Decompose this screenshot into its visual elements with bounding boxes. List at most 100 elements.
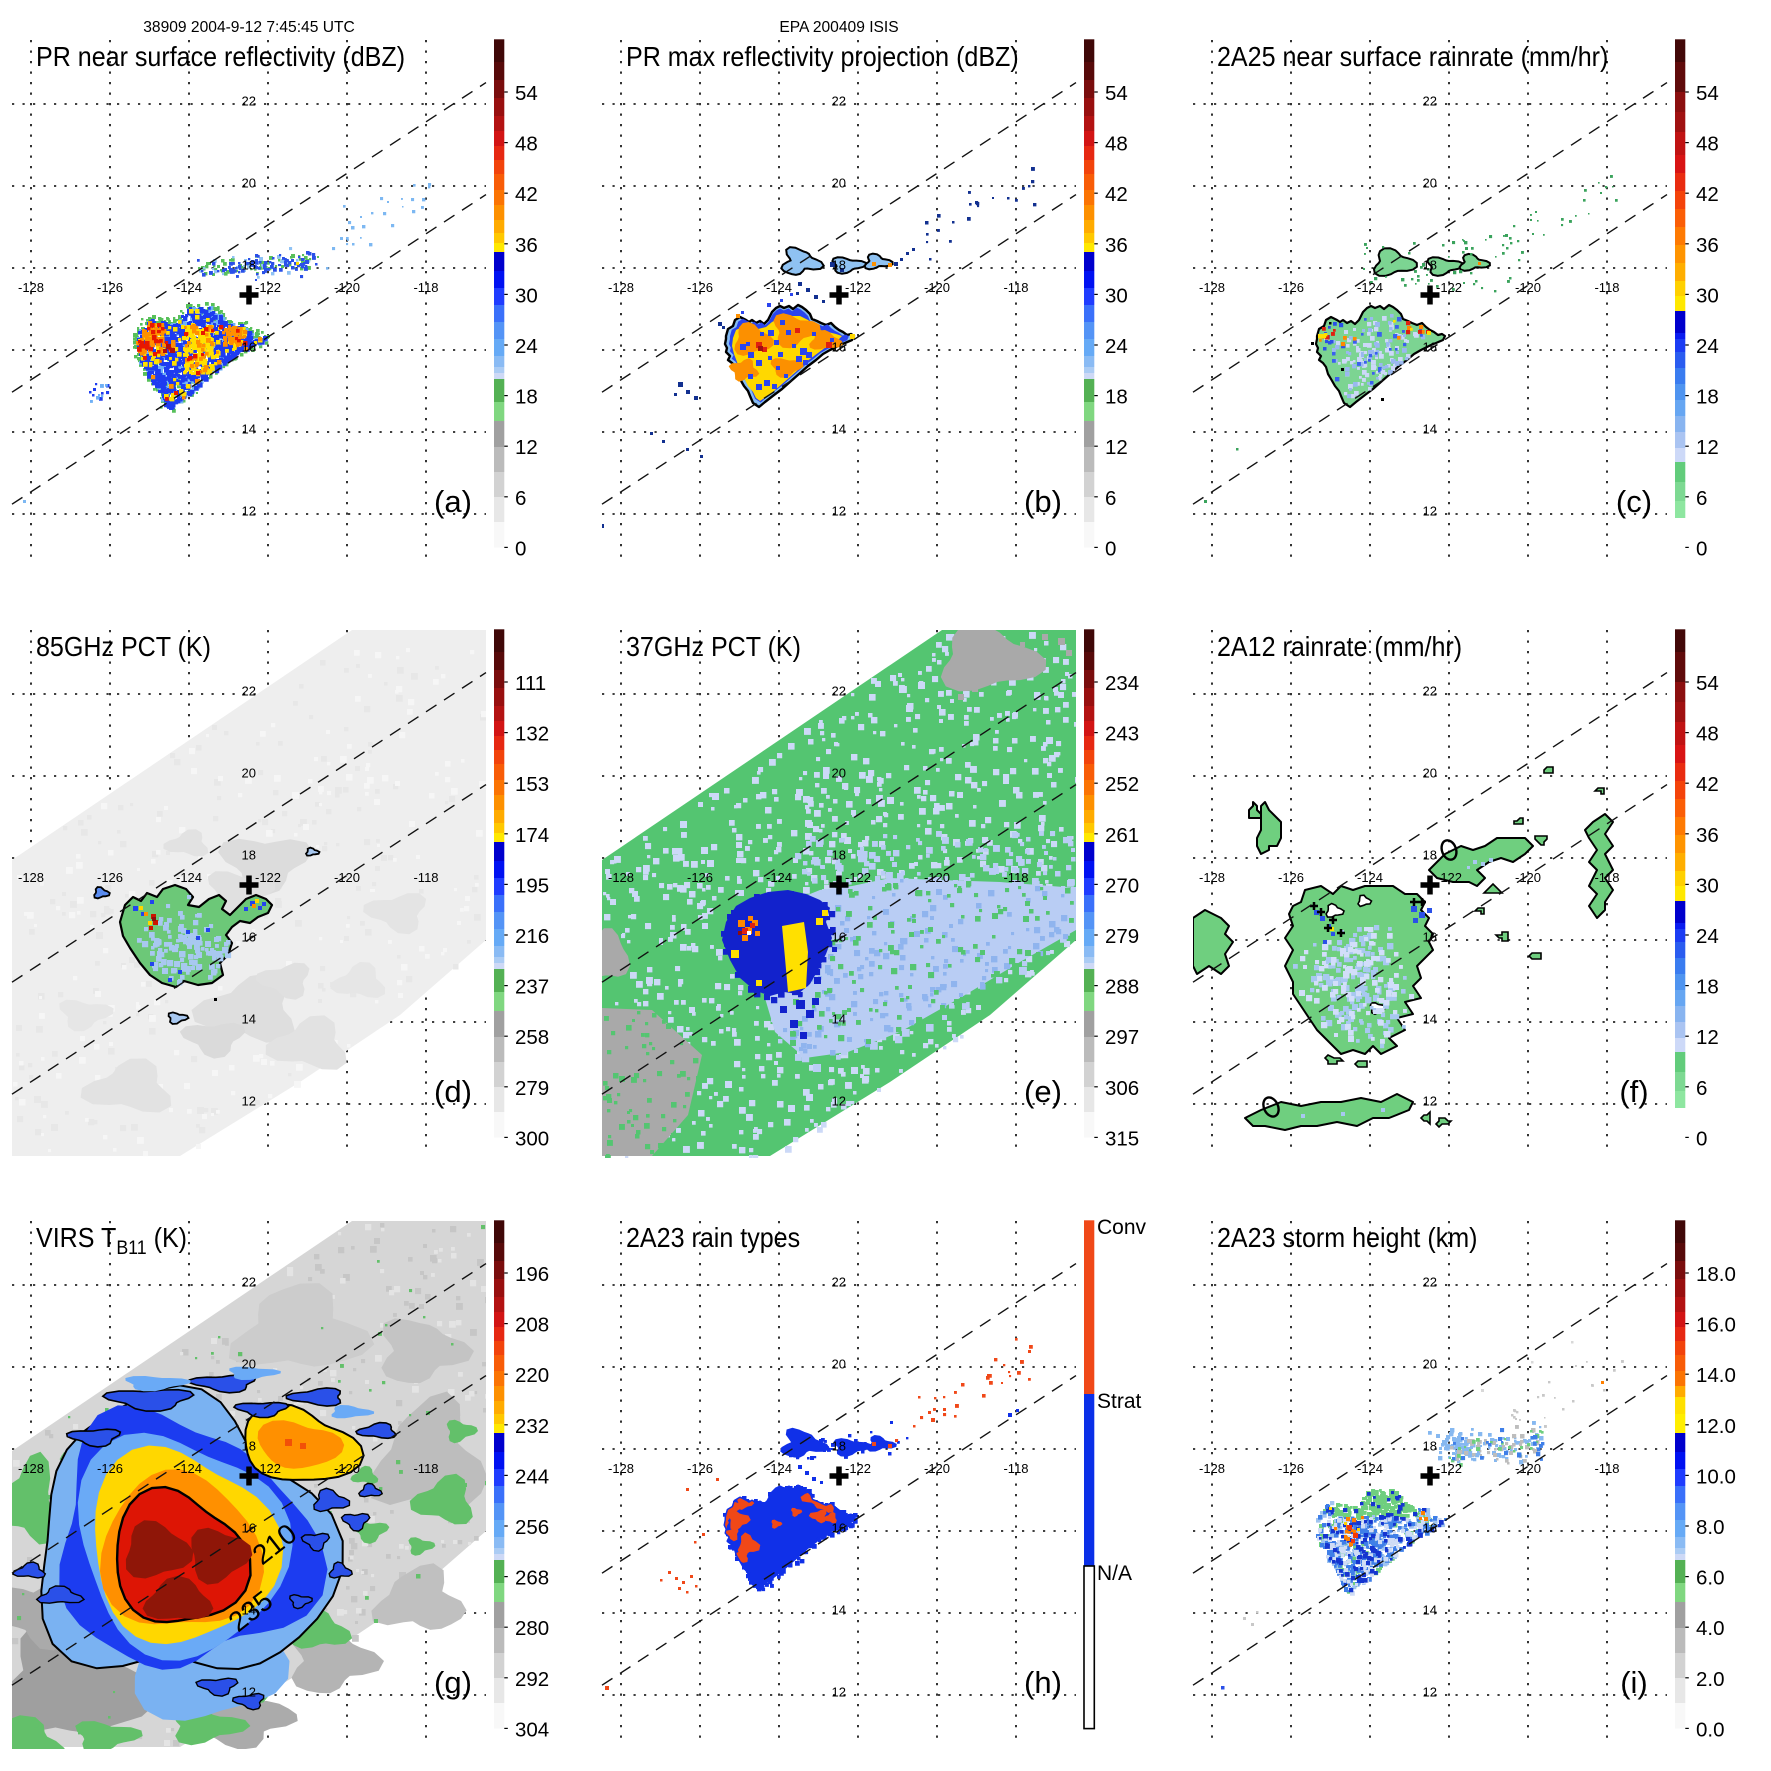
svg-text:-128: -128	[1199, 870, 1225, 885]
svg-text:280: 280	[515, 1617, 549, 1640]
svg-text:6: 6	[1105, 487, 1116, 510]
svg-text:16.0: 16.0	[1696, 1314, 1736, 1337]
svg-text:174: 174	[515, 824, 549, 847]
svg-text:18: 18	[1105, 386, 1128, 409]
svg-text:16: 16	[1423, 340, 1437, 355]
svg-text:0: 0	[1696, 537, 1707, 560]
svg-text:18: 18	[242, 848, 256, 863]
svg-text:54: 54	[1696, 82, 1719, 105]
svg-text:6: 6	[1696, 487, 1707, 510]
svg-text:18: 18	[242, 258, 256, 273]
svg-text:-118: -118	[1003, 1461, 1028, 1476]
svg-text:12: 12	[242, 504, 256, 519]
svg-text:-124: -124	[766, 1461, 792, 1476]
svg-text:36: 36	[515, 234, 538, 257]
svg-text:24: 24	[1105, 335, 1128, 358]
svg-text:22: 22	[832, 684, 846, 699]
svg-text:20: 20	[832, 766, 846, 781]
svg-text:234: 234	[1105, 672, 1139, 695]
svg-text:(f): (f)	[1619, 1074, 1648, 1109]
svg-text:38909 2004-9-12 7:45:45 UTC: 38909 2004-9-12 7:45:45 UTC	[143, 19, 355, 36]
svg-text:297: 297	[1105, 1026, 1139, 1049]
svg-text:22: 22	[1423, 1275, 1437, 1290]
svg-text:2A23 rain types: 2A23 rain types	[626, 1222, 800, 1253]
svg-text:20: 20	[242, 1357, 256, 1372]
svg-text:PR max reflectivity projection: PR max reflectivity projection (dBZ)	[626, 41, 1019, 72]
svg-text:12: 12	[242, 1685, 256, 1700]
svg-text:Strat: Strat	[1097, 1390, 1142, 1413]
svg-text:-128: -128	[608, 280, 634, 295]
svg-text:-124: -124	[1357, 280, 1383, 295]
svg-text:4.0: 4.0	[1696, 1617, 1725, 1640]
svg-text:256: 256	[515, 1516, 549, 1539]
svg-text:12: 12	[1423, 504, 1437, 519]
svg-text:18: 18	[832, 1439, 846, 1454]
svg-text:111: 111	[515, 672, 546, 695]
svg-text:12: 12	[1423, 1685, 1437, 1700]
svg-text:30: 30	[1105, 284, 1128, 307]
svg-text:2A12 rainrate (mm/hr): 2A12 rainrate (mm/hr)	[1217, 631, 1462, 662]
svg-text:-126: -126	[1278, 280, 1304, 295]
svg-text:-126: -126	[1278, 870, 1304, 885]
svg-text:-122: -122	[255, 280, 281, 295]
svg-text:18: 18	[1696, 976, 1719, 999]
svg-text:18.0: 18.0	[1696, 1263, 1736, 1286]
svg-text:18: 18	[1696, 386, 1719, 409]
svg-text:-122: -122	[1436, 280, 1462, 295]
svg-text:14: 14	[832, 1012, 846, 1027]
svg-text:-120: -120	[1515, 280, 1541, 295]
svg-text:-128: -128	[608, 870, 634, 885]
svg-text:20: 20	[1423, 766, 1437, 781]
svg-text:22: 22	[832, 1275, 846, 1290]
svg-text:258: 258	[515, 1026, 549, 1049]
svg-text:268: 268	[515, 1567, 549, 1590]
svg-text:14: 14	[1423, 1603, 1437, 1618]
svg-text:(a): (a)	[434, 484, 472, 519]
svg-text:(d): (d)	[434, 1074, 472, 1109]
svg-text:-118: -118	[413, 1461, 438, 1476]
svg-text:14.0: 14.0	[1696, 1364, 1736, 1387]
svg-text:42: 42	[515, 183, 538, 206]
svg-text:12: 12	[832, 1685, 846, 1700]
svg-text:-124: -124	[176, 1461, 202, 1476]
svg-text:16: 16	[832, 340, 846, 355]
svg-text:20: 20	[1423, 176, 1437, 191]
svg-text:-122: -122	[1436, 870, 1462, 885]
svg-text:12: 12	[832, 1094, 846, 1109]
svg-text:12: 12	[242, 1094, 256, 1109]
svg-text:-124: -124	[1357, 1461, 1383, 1476]
svg-text:-126: -126	[687, 1461, 713, 1476]
svg-text:20: 20	[242, 176, 256, 191]
svg-text:14: 14	[1423, 422, 1437, 437]
svg-text:-124: -124	[176, 870, 202, 885]
svg-text:306: 306	[1105, 1077, 1139, 1100]
svg-text:-118: -118	[413, 870, 438, 885]
svg-text:12: 12	[832, 504, 846, 519]
svg-text:-126: -126	[1278, 1461, 1304, 1476]
svg-text:37GHz PCT (K): 37GHz PCT (K)	[626, 631, 801, 662]
svg-text:22: 22	[832, 94, 846, 109]
svg-text:-120: -120	[334, 1461, 360, 1476]
svg-text:2A23 storm height (km): 2A23 storm height (km)	[1217, 1222, 1477, 1253]
svg-text:22: 22	[242, 1275, 256, 1290]
svg-text:196: 196	[515, 1263, 549, 1286]
svg-text:20: 20	[832, 1357, 846, 1372]
svg-text:0: 0	[1696, 1127, 1707, 1150]
svg-text:24: 24	[1696, 925, 1719, 948]
svg-text:315: 315	[1105, 1127, 1139, 1150]
svg-text:36: 36	[1696, 234, 1719, 257]
svg-text:EPA 200409 ISIS: EPA 200409 ISIS	[779, 19, 898, 36]
svg-text:16: 16	[1423, 1521, 1437, 1536]
svg-text:10.0: 10.0	[1696, 1465, 1736, 1488]
svg-text:-126: -126	[687, 280, 713, 295]
svg-text:288: 288	[1105, 976, 1139, 999]
svg-text:304: 304	[515, 1718, 549, 1741]
svg-text:-120: -120	[924, 870, 950, 885]
svg-text:14: 14	[832, 1603, 846, 1618]
svg-text:30: 30	[1696, 284, 1719, 307]
svg-text:(h): (h)	[1024, 1665, 1062, 1700]
svg-text:-126: -126	[97, 870, 123, 885]
svg-text:36: 36	[1105, 234, 1128, 257]
svg-text:22: 22	[242, 94, 256, 109]
svg-text:12: 12	[1105, 436, 1128, 459]
